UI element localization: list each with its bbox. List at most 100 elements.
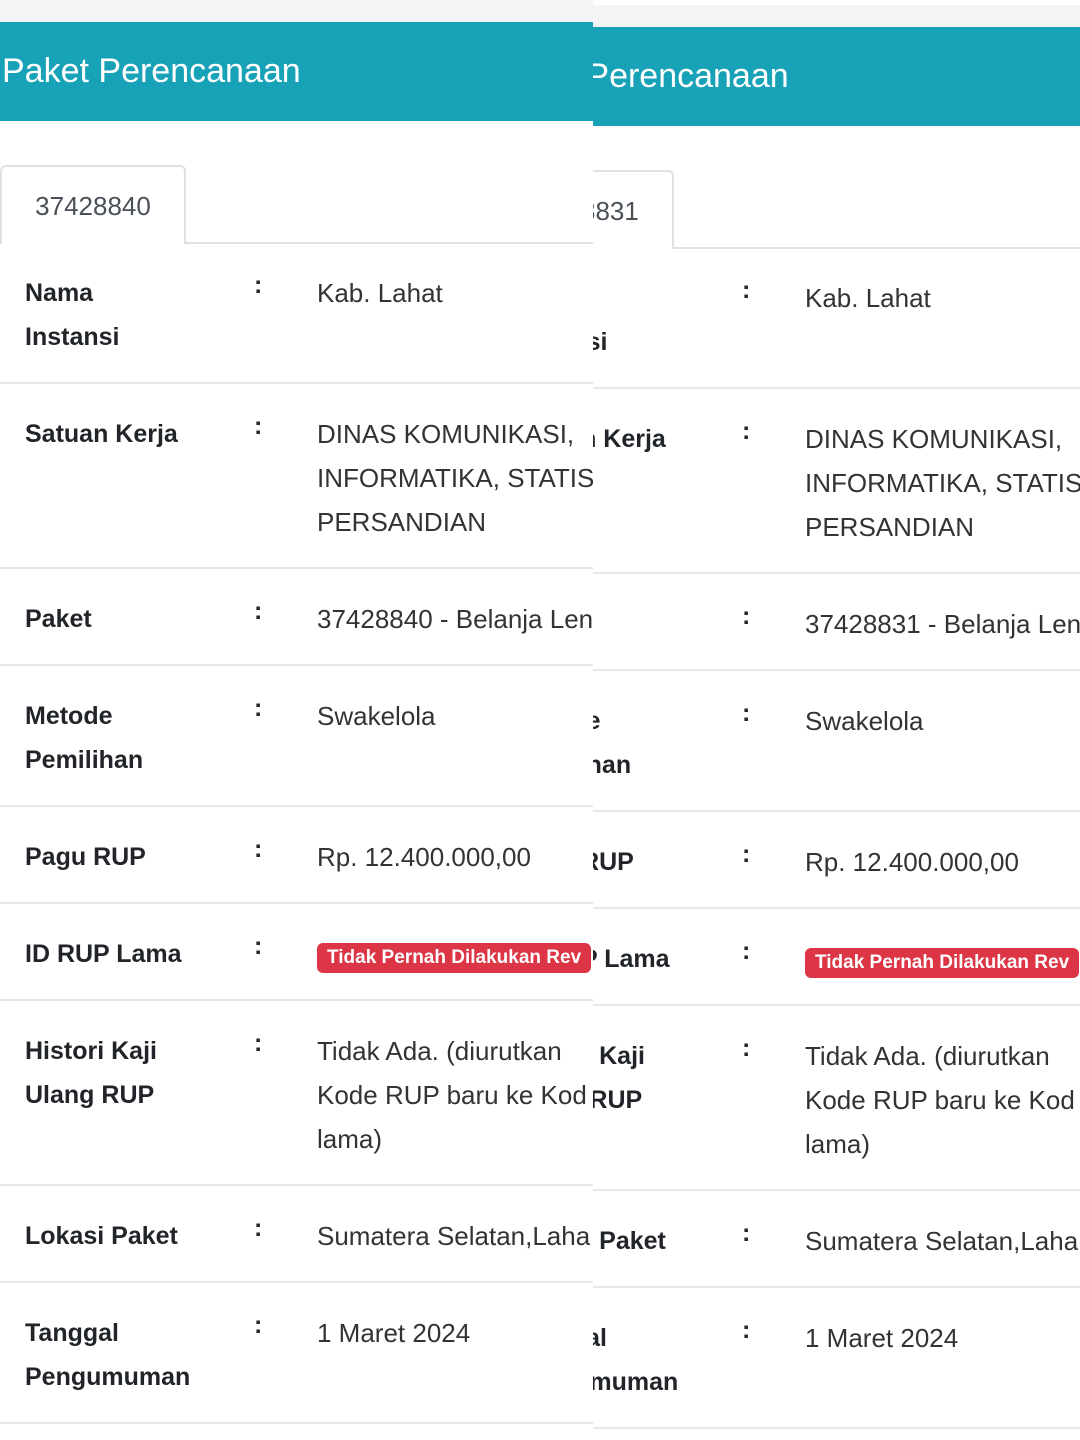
page: Paket Perencanaan 37428840 Nama Instansi: Ka…: [0, 0, 593, 1424]
label-line: Histori Kaji: [25, 1037, 157, 1065]
row-label: Nama Instansi: [25, 271, 119, 359]
row-label: Satuan Kerja: [593, 417, 666, 461]
status-badge: Tidak Pernah Dilakukan Rev: [805, 948, 1080, 978]
row-value: Swakelola: [805, 699, 1080, 743]
value-line: Sumatera Selatan,Laha: [317, 1221, 591, 1251]
row-label: Paket: [25, 597, 92, 641]
row-label: Metode Pemilihan: [593, 699, 631, 787]
header-title: Paket Perencanaan: [0, 22, 593, 121]
value-line: Kode RUP baru ke Kod: [805, 1085, 1075, 1115]
row-label: Pagu RUP: [25, 835, 146, 879]
value-line: 37428840 - Belanja Len: [317, 604, 593, 634]
label-line: Pemilihan: [593, 751, 632, 779]
value-line: Rp. 12.400.000,00: [805, 847, 1019, 877]
colon: :: [742, 840, 751, 868]
row-value: Kab. Lahat: [317, 271, 593, 315]
label-line: Histori Kaji: [593, 1042, 645, 1070]
detail-row: Metode Pemilihan: Swakelola: [593, 671, 1080, 812]
label-line: Instansi: [593, 328, 608, 356]
colon: :: [254, 271, 263, 299]
label-line: ID RUP Lama: [593, 945, 670, 973]
value-line: lama): [805, 1129, 871, 1159]
value-line: DINAS KOMUNIKASI,: [805, 424, 1063, 454]
value-line: Swakelola: [317, 701, 436, 731]
label-line: Metode: [25, 702, 113, 730]
row-label: Satuan Kerja: [25, 412, 178, 456]
value-line: PERSANDIAN: [805, 512, 975, 542]
tab[interactable]: 37428840: [0, 165, 186, 244]
detail-row: Histori Kaji Ulang RUP: Tidak Ada. (diurut…: [593, 1006, 1080, 1191]
detail-row: Nama Instansi: Kab. Lahat: [593, 248, 1080, 389]
row-value: Kab. Lahat: [805, 276, 1080, 320]
row-value: 37428840 - Belanja Len: [317, 597, 593, 641]
screenshot-panel: Paket Perencanaan 37428840 Nama Instansi: Ka…: [0, 0, 593, 1424]
label-line: Ulang RUP: [25, 1081, 155, 1109]
detail-table: Nama Instansi: Kab. Lahat Satuan Kerja: DINA…: [0, 243, 593, 1424]
value-line: Kab. Lahat: [805, 283, 931, 313]
colon: :: [254, 932, 263, 960]
row-value: Sumatera Selatan,Laha: [317, 1214, 593, 1258]
row-label: Tanggal Pengumuman: [593, 1316, 678, 1404]
detail-row: ID RUP Lama: Tidak Pernah Dilakukan Rev: [0, 904, 593, 1001]
value-line: 1 Maret 2024: [805, 1323, 959, 1353]
row-value: Tidak Pernah Dilakukan Rev: [317, 932, 593, 976]
detail-row: Metode Pemilihan: Swakelola: [0, 666, 593, 807]
colon: :: [742, 1034, 751, 1062]
value-line: Swakelola: [805, 706, 924, 736]
label-line: Paket: [25, 605, 92, 633]
label-line: Lokasi Paket: [25, 1222, 178, 1250]
colon: :: [742, 937, 751, 965]
top-bar: [593, 5, 1080, 27]
detail-row: Tanggal Pengumuman: 1 Maret 2024: [593, 1288, 1080, 1429]
label-line: Nama: [593, 276, 607, 320]
detail-row: Nama Instansi: Kab. Lahat: [0, 243, 593, 384]
row-value: 1 Maret 2024: [805, 1316, 1080, 1360]
top-bar: [0, 0, 593, 22]
row-label: Histori Kaji Ulang RUP: [25, 1029, 157, 1117]
label-line: ID RUP Lama: [25, 940, 182, 968]
colon: :: [254, 1029, 263, 1057]
label-line: Ulang RUP: [593, 1086, 643, 1114]
value-line: Rp. 12.400.000,00: [317, 842, 531, 872]
label-line: Tanggal: [593, 1324, 607, 1352]
row-value: Rp. 12.400.000,00: [317, 835, 593, 879]
detail-row: Paket:37428831 - Belanja Len: [593, 574, 1080, 671]
row-label: Nama Instansi: [593, 276, 607, 364]
colon: :: [254, 694, 263, 722]
row-label: Tanggal Pengumuman: [25, 1311, 190, 1399]
colon: :: [742, 1219, 751, 1247]
label-line: Pagu RUP: [25, 843, 146, 871]
label-line: Instansi: [25, 323, 120, 351]
status-badge: Tidak Pernah Dilakukan Rev: [317, 943, 592, 973]
value-line: 37428831 - Belanja Len: [805, 609, 1080, 639]
value-line: Sumatera Selatan,Laha: [805, 1226, 1079, 1256]
row-value: DINAS KOMUNIKASI, INFORMATIKA, STATIST PER…: [805, 417, 1080, 549]
value-line: Tidak Pernah Dilakukan Rev: [317, 932, 593, 976]
tab-border: [0, 242, 593, 244]
colon: :: [254, 412, 263, 440]
row-value: 1 Maret 2024: [317, 1311, 593, 1355]
value-line: INFORMATIKA, STATIST: [805, 468, 1080, 498]
value-line: Kode RUP baru ke Kod: [317, 1080, 587, 1110]
colon: :: [742, 276, 751, 304]
detail-row: Lokasi Paket: Sumatera Selatan,Laha: [593, 1191, 1080, 1288]
row-label: Histori Kaji Ulang RUP: [593, 1034, 645, 1122]
row-value: Sumatera Selatan,Laha: [805, 1219, 1080, 1263]
detail-table: Nama Instansi: Kab. Lahat Satuan Kerja: DINA…: [593, 248, 1080, 1429]
row-value: Tidak Pernah Dilakukan Rev: [805, 937, 1080, 981]
row-label: ID RUP Lama: [593, 937, 670, 981]
colon: :: [742, 417, 751, 445]
label-line: Lokasi Paket: [593, 1227, 666, 1255]
label-line: Nama: [25, 279, 94, 307]
tab-border: [593, 247, 1080, 249]
tab[interactable]: 37428831: [593, 170, 674, 249]
row-value: Tidak Ada. (diurutkan Kode RUP baru ke Ko…: [805, 1034, 1080, 1166]
row-value: Tidak Ada. (diurutkan Kode RUP baru ke Ko…: [317, 1029, 593, 1161]
row-label: Lokasi Paket: [593, 1219, 666, 1263]
value-line: Tidak Pernah Dilakukan Rev: [805, 937, 1080, 981]
row-value: Rp. 12.400.000,00: [805, 840, 1080, 884]
value-line: Kab. Lahat: [317, 278, 443, 308]
page: Paket Perencanaan 37428831 Nama Instansi: Ka…: [593, 5, 1080, 1440]
label-line: Metode: [593, 707, 601, 735]
